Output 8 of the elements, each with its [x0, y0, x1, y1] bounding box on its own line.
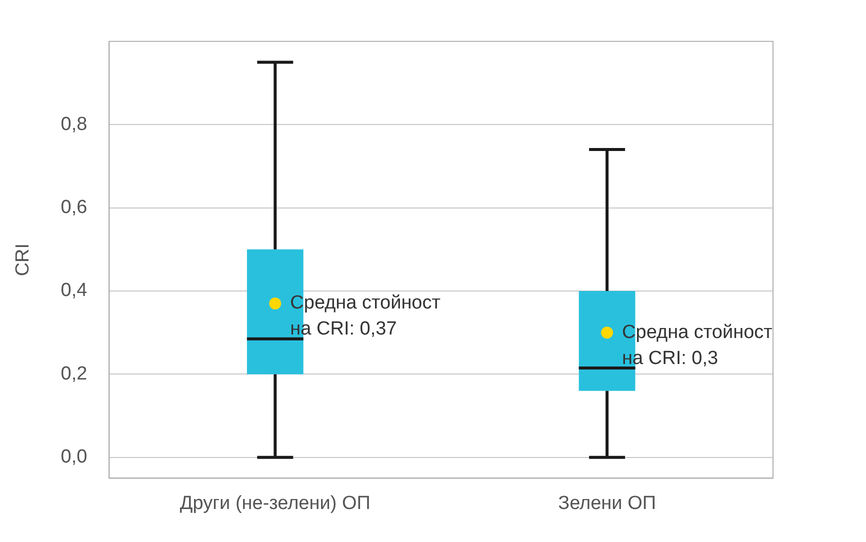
- y-tick-label: 0,8: [60, 114, 88, 135]
- x-tick-label: Други (не-зелени) ОП: [180, 492, 370, 514]
- y-tick-label: 0,6: [60, 197, 88, 218]
- y-tick-label: 0,4: [60, 280, 88, 302]
- y-tick-label: 0,2: [60, 363, 88, 384]
- x-tick-label: Зелени ОП: [558, 492, 656, 514]
- y-axis-title: CRI: [12, 243, 34, 276]
- y-tick-label: 0,0: [60, 446, 88, 468]
